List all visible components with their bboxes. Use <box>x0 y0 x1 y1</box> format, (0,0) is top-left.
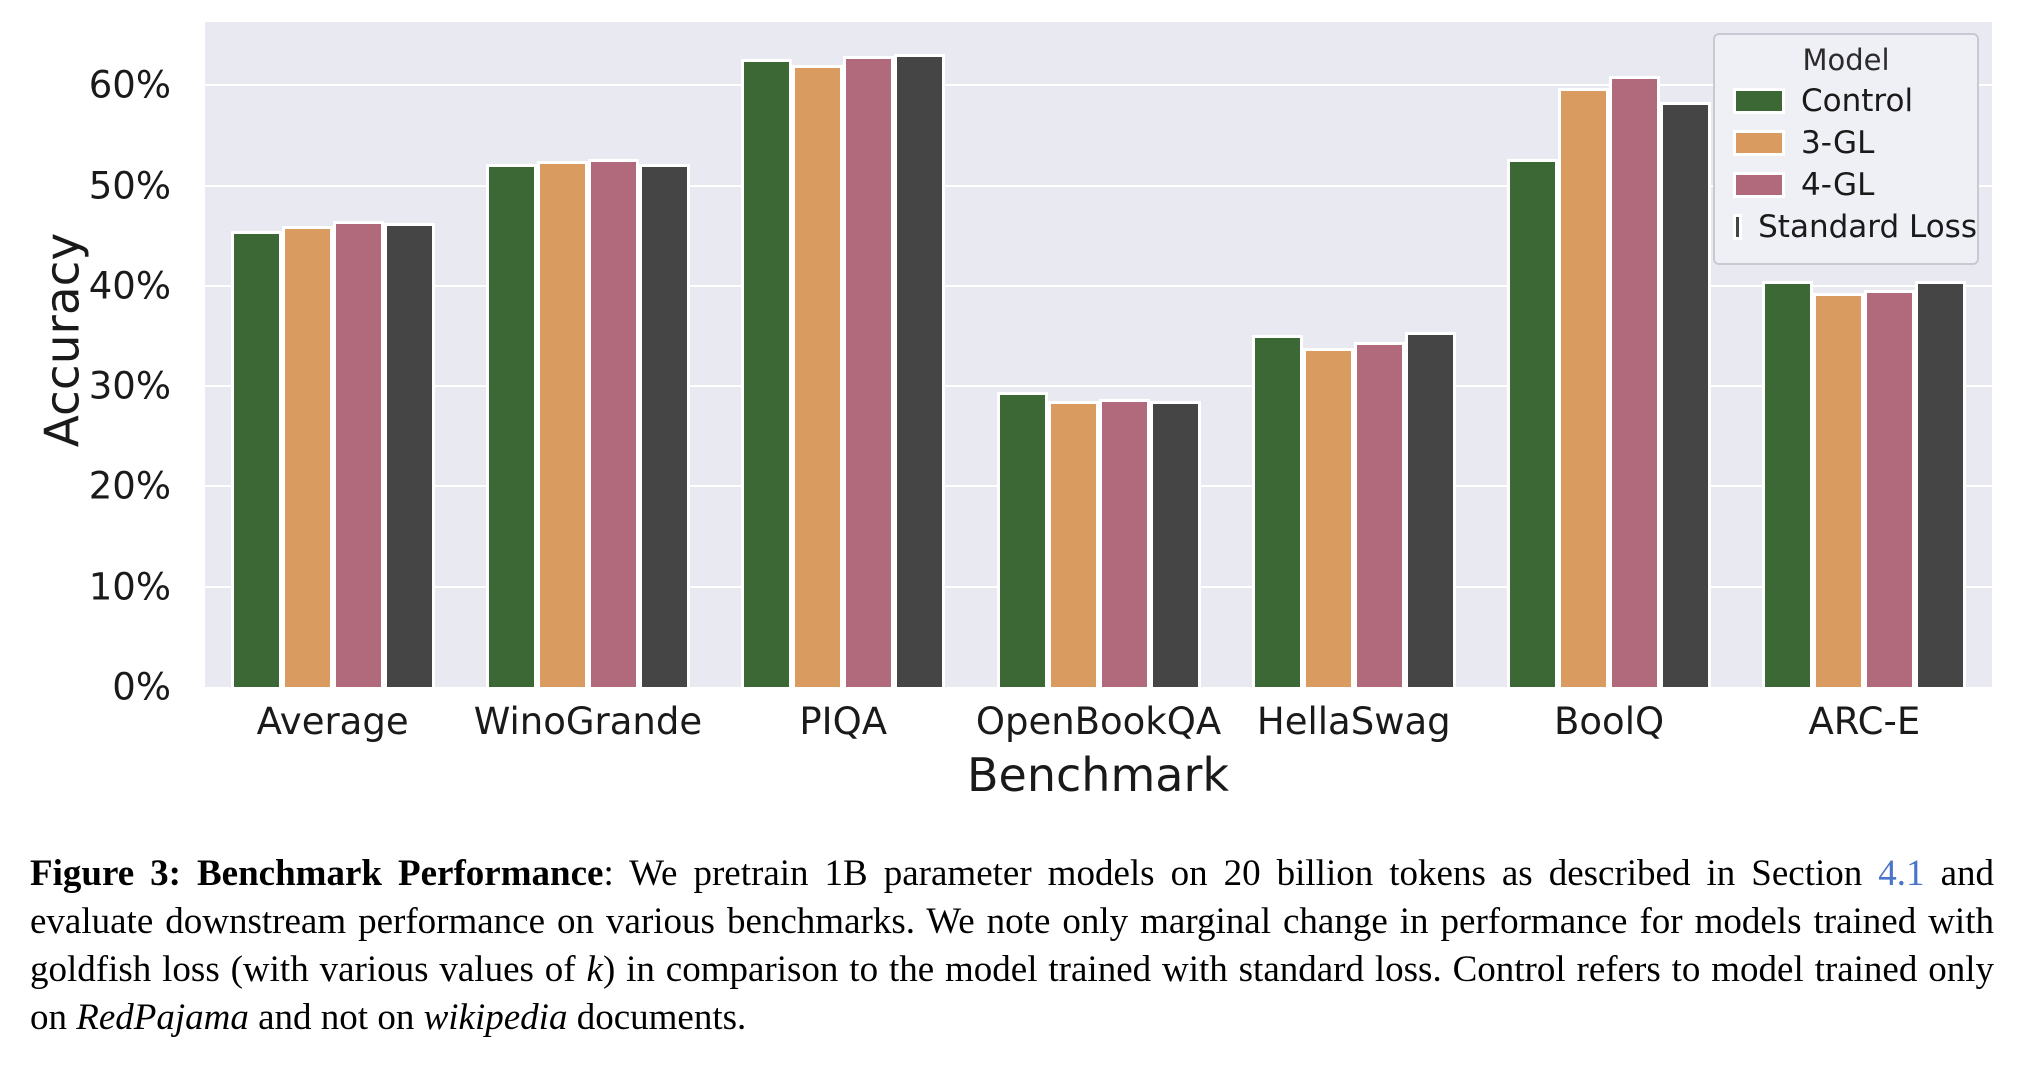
caption-text: and not on <box>248 997 424 1038</box>
y-tick-50%: 50% <box>88 164 171 207</box>
gridline-60% <box>205 84 1992 87</box>
caption-text: : We pretrain 1B parameter models on 20 … <box>603 853 1879 894</box>
legend-label-4-GL: 4-GL <box>1801 167 1875 203</box>
legend-entry-3-GL: 3-GL <box>1733 125 1977 161</box>
y-tick-10%: 10% <box>88 565 171 609</box>
section-4-1-link[interactable]: 4.1 <box>1878 853 1925 894</box>
caption-italic-term: wikipedia <box>423 997 568 1038</box>
x-tick-HellaSwag: HellaSwag <box>1256 700 1451 743</box>
bar-group-OpenBookQA <box>996 392 1201 687</box>
caption-italic-term: k <box>586 949 603 990</box>
bar-4-GL-PIQA <box>843 56 895 687</box>
bar-3-GL-BoolQ <box>1558 88 1610 687</box>
x-tick-BoolQ: BoolQ <box>1554 700 1665 743</box>
plot-area: Model Control 3-GL 4-GL Standard Loss <box>205 22 1992 687</box>
bar-Control-ARC-E <box>1762 280 1814 687</box>
x-tick-PIQA: PIQA <box>799 700 888 743</box>
legend-label-3-GL: 3-GL <box>1801 125 1875 161</box>
bar-Standard Loss-WinoGrande <box>638 164 690 687</box>
legend-entry-4-GL: 4-GL <box>1733 167 1977 203</box>
bar-4-GL-OpenBookQA <box>1098 399 1150 687</box>
legend-entry-Control: Control <box>1733 83 1977 119</box>
legend-entry-Standard Loss: Standard Loss <box>1733 209 1977 245</box>
bar-Control-OpenBookQA <box>996 392 1048 687</box>
x-tick-WinoGrande: WinoGrande <box>473 700 703 743</box>
legend-swatch-3-GL <box>1733 130 1785 156</box>
caption-text: documents. <box>567 997 747 1038</box>
gridline-50% <box>205 184 1992 187</box>
x-axis-label: Benchmark <box>966 748 1230 802</box>
bar-Control-HellaSwag <box>1251 334 1303 687</box>
bar-4-GL-BoolQ <box>1609 76 1661 687</box>
bar-3-GL-OpenBookQA <box>1047 401 1099 687</box>
legend-swatch-4-GL <box>1733 172 1785 198</box>
legend-swatch-Standard Loss <box>1733 214 1743 240</box>
bar-Standard Loss-OpenBookQA <box>1149 401 1201 687</box>
legend-title: Model <box>1802 43 1890 77</box>
legend-label-Standard Loss: Standard Loss <box>1758 209 1977 245</box>
bar-3-GL-HellaSwag <box>1302 347 1354 687</box>
y-axis-ticks: 0% 10% 20% 30% 40% 50% 60% <box>0 22 188 709</box>
bar-group-HellaSwag <box>1251 331 1456 687</box>
gridline-30% <box>205 385 1992 388</box>
caption-text: and evaluate downstream performance on v… <box>30 853 1994 990</box>
figure-caption: Figure 3: Benchmark Performance: We pret… <box>30 850 1994 1042</box>
bar-group-ARC-E <box>1762 280 1967 687</box>
bar-Control-WinoGrande <box>485 164 537 687</box>
bar-group-Average <box>230 220 435 687</box>
bar-Control-Average <box>230 230 282 687</box>
bar-4-GL-ARC-E <box>1864 289 1916 687</box>
y-tick-30%: 30% <box>88 364 171 408</box>
bar-3-GL-Average <box>281 225 333 687</box>
x-tick-OpenBookQA: OpenBookQA <box>975 700 1222 743</box>
bar-4-GL-WinoGrande <box>587 159 639 687</box>
legend-entries: Control 3-GL 4-GL Standard Loss <box>1715 83 1977 245</box>
y-tick-20%: 20% <box>88 464 171 508</box>
bar-Standard Loss-HellaSwag <box>1404 331 1456 687</box>
bar-group-BoolQ <box>1507 76 1712 687</box>
bar-Standard Loss-PIQA <box>894 54 946 687</box>
gridline-40% <box>205 284 1992 287</box>
x-tick-Average: Average <box>256 700 409 743</box>
bar-4-GL-Average <box>332 220 384 687</box>
bar-4-GL-HellaSwag <box>1353 341 1405 687</box>
bar-Control-BoolQ <box>1507 159 1559 687</box>
caption-bold-lead: Figure 3: Benchmark Performance <box>30 853 604 894</box>
x-axis-ticks: Average WinoGrande PIQA OpenBookQA HellaSwag… <box>205 700 1992 750</box>
legend-label-Control: Control <box>1801 83 1914 119</box>
bar-3-GL-ARC-E <box>1813 292 1865 687</box>
caption-text: ) in comparison to the model trained wit… <box>30 949 1994 1038</box>
bar-Standard Loss-ARC-E <box>1915 280 1967 687</box>
bar-3-GL-PIQA <box>792 65 844 687</box>
legend: Model Control 3-GL 4-GL Standard Loss <box>1713 33 1979 265</box>
legend-swatch-Control <box>1733 88 1785 114</box>
bar-group-WinoGrande <box>485 159 690 687</box>
x-tick-ARC-E: ARC-E <box>1808 700 1921 743</box>
bar-Control-PIQA <box>741 59 793 687</box>
y-tick-60%: 60% <box>88 63 171 107</box>
caption-italic-term: RedPajama <box>76 997 249 1038</box>
bar-group-PIQA <box>741 54 946 687</box>
y-tick-0%: 0% <box>112 665 171 709</box>
y-tick-40%: 40% <box>88 264 171 308</box>
bar-3-GL-WinoGrande <box>536 161 588 687</box>
bar-Standard Loss-Average <box>383 222 435 687</box>
bar-Standard Loss-BoolQ <box>1660 102 1712 687</box>
